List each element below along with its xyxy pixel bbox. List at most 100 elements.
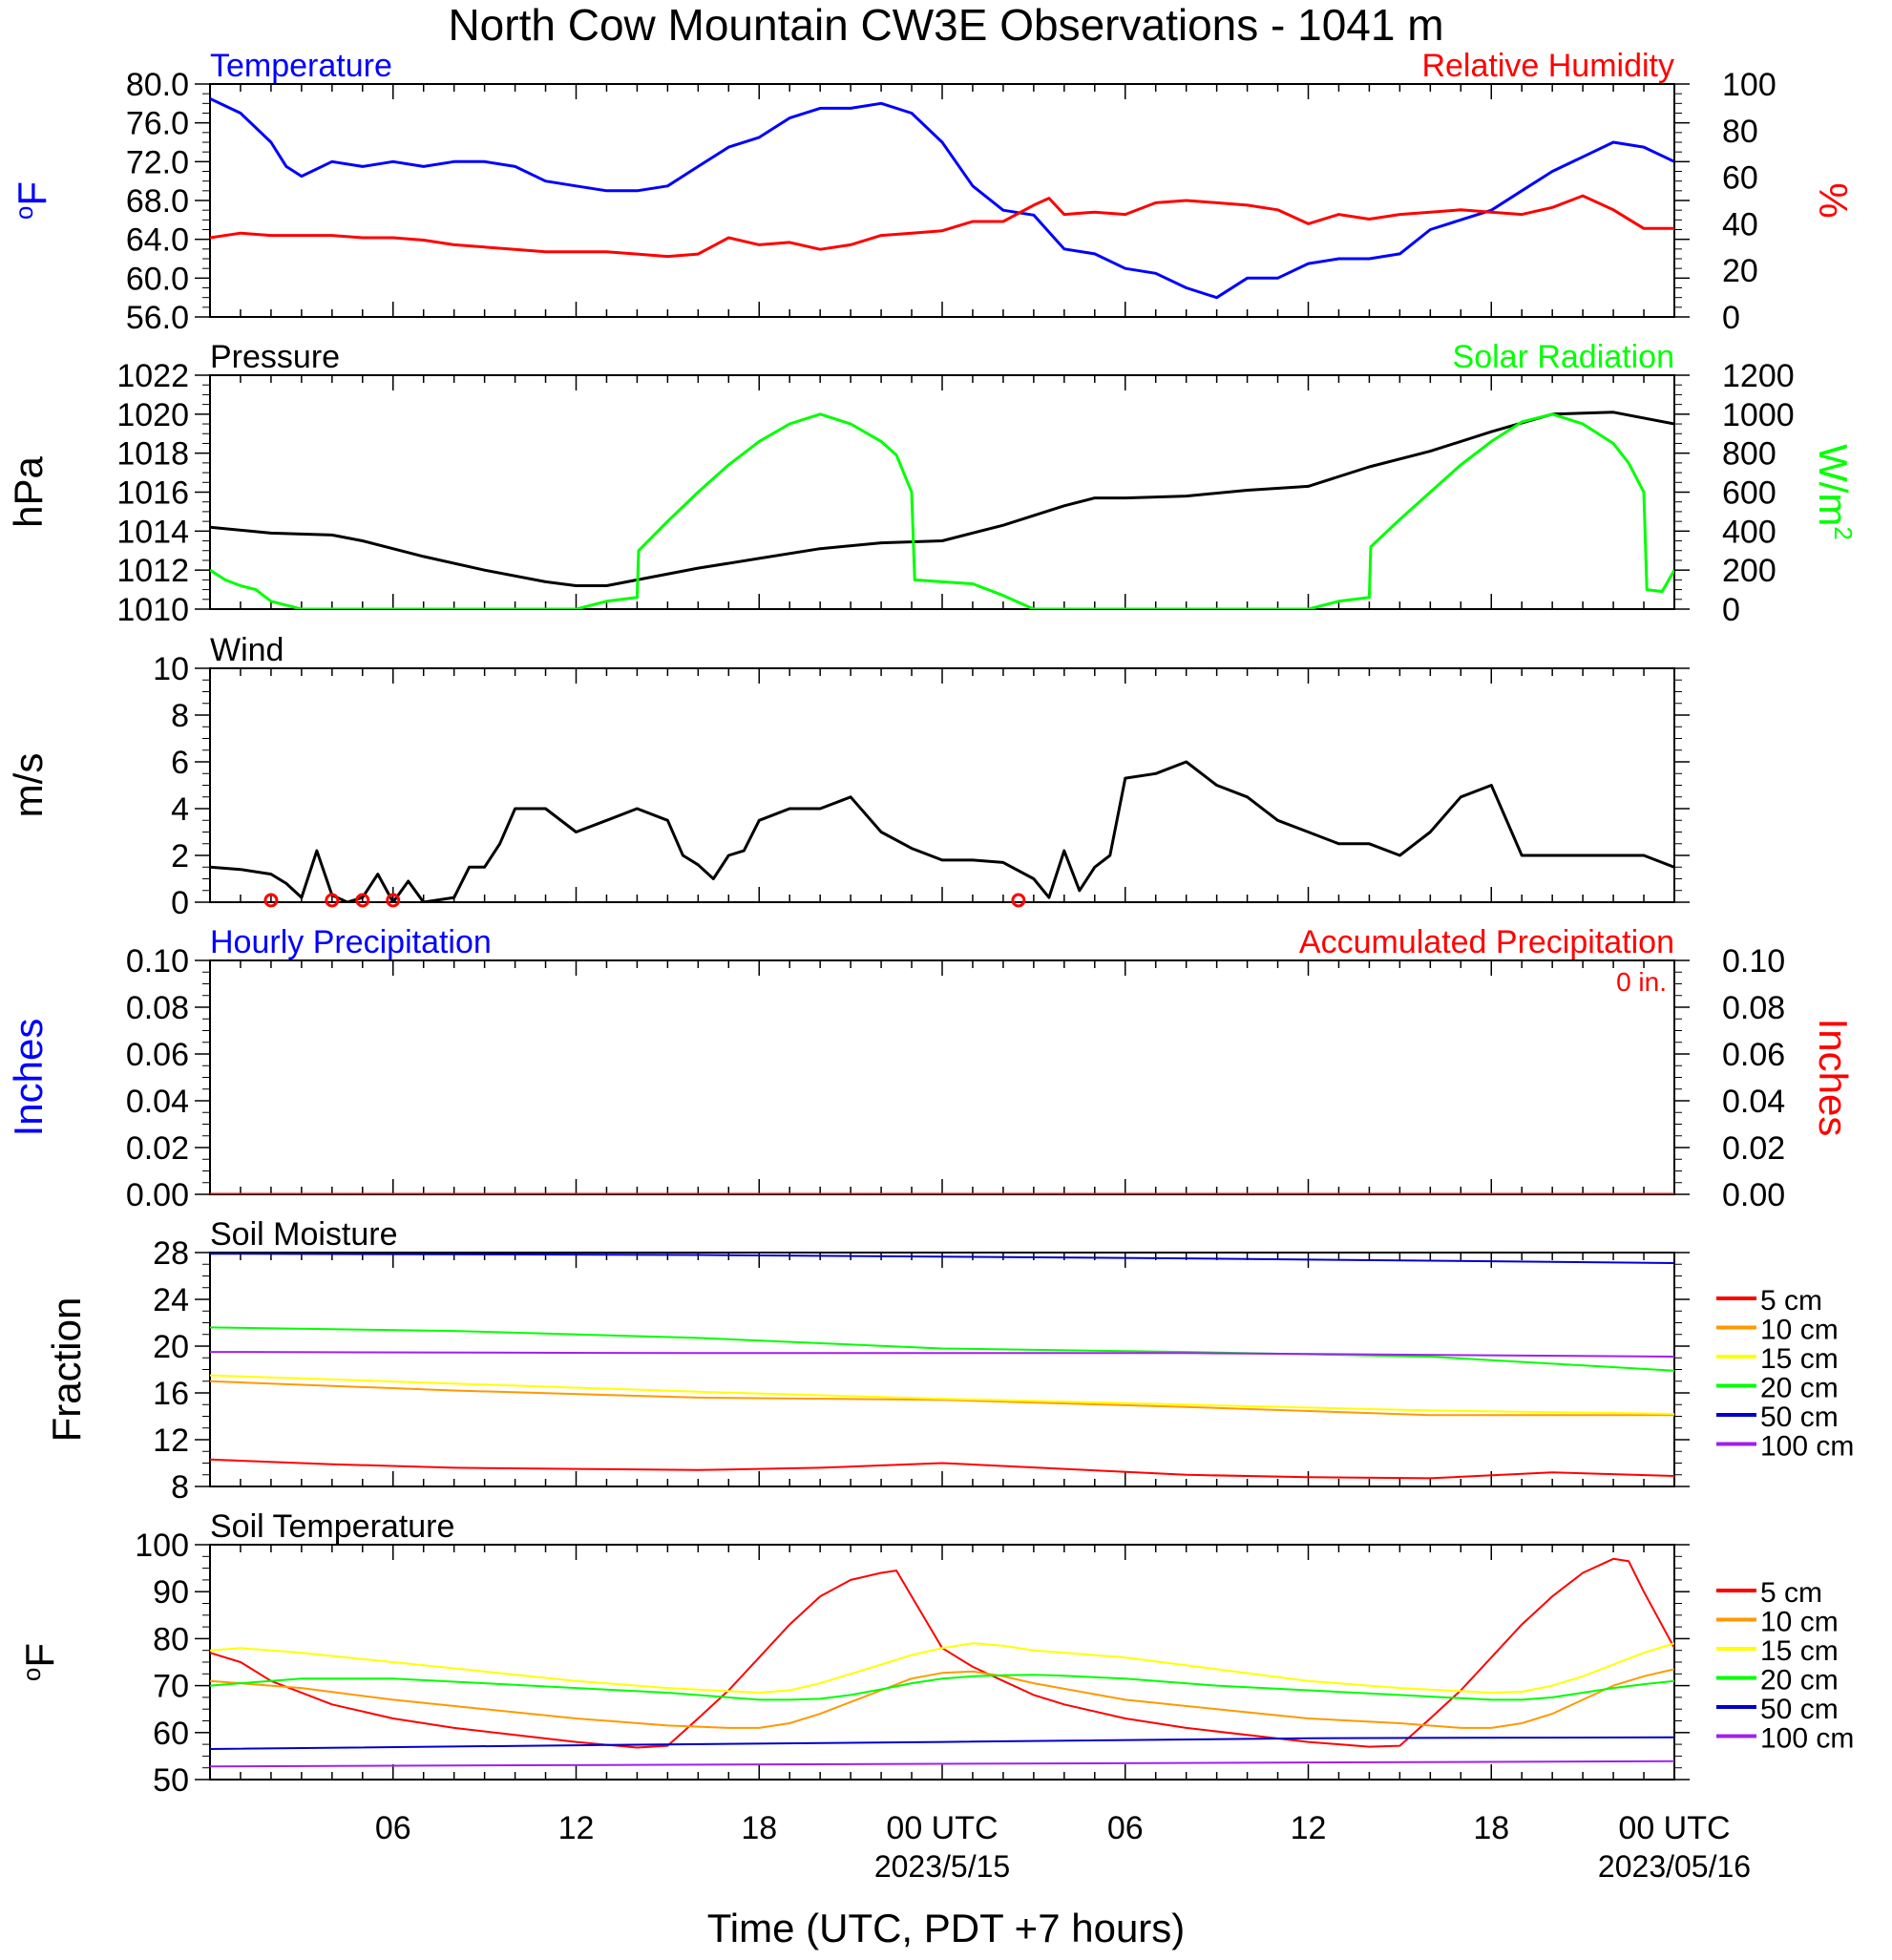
- y-tick-label-left: 50: [153, 1762, 189, 1799]
- y-tick-label-left: 1020: [116, 397, 189, 433]
- y-tick-label-left: 0.00: [126, 1177, 189, 1213]
- calm-wind-marker: [325, 893, 340, 908]
- legend-label: 100 cm: [1760, 1431, 1854, 1463]
- y-axis-label-left-unit: F: [17, 1643, 62, 1668]
- calm-wind-marker: [263, 893, 279, 908]
- panel-title-left: Soil Temperature: [210, 1508, 454, 1545]
- y-tick-label-right: 0.10: [1722, 943, 1785, 980]
- series-group: [210, 1557, 1674, 1768]
- series-group: [210, 1253, 1674, 1480]
- panel-wind: 10 8 6 4 2 0 Wind m/s: [6, 632, 1690, 921]
- y-tick-label-left: 60.0: [126, 261, 189, 297]
- legend-label: 5 cm: [1760, 1285, 1822, 1317]
- y-tick-label-right: 40: [1722, 206, 1758, 242]
- y-tick-label-left: 100: [135, 1528, 189, 1564]
- y-tick-label-right: 0.00: [1722, 1177, 1785, 1213]
- y-tick-label-left: 0.02: [126, 1130, 189, 1167]
- series-line-temp_rh-1: [210, 194, 1674, 259]
- calm-wind-marker: [1011, 893, 1026, 908]
- legend-label: 50 cm: [1760, 1694, 1839, 1725]
- y-axis-label-left: hPa: [6, 455, 51, 527]
- chart-title: North Cow Mountain CW3E Observations - 1…: [448, 0, 1443, 50]
- x-tick-label: 00 UTC: [1618, 1810, 1730, 1846]
- y-tick-label-left: 8: [171, 698, 189, 734]
- panel-precip: 0.10 0.08 0.06 0.04 0.02 0.00 0.10 0.08 0.06 0.04…: [6, 924, 1856, 1213]
- y-tick-label-right: 0.02: [1722, 1130, 1785, 1167]
- y-tick-label-left: 0.10: [126, 943, 189, 980]
- y-tick-label-left: 24: [153, 1282, 189, 1318]
- series-line-soil_moist-4: [210, 1253, 1674, 1264]
- legend-label: 100 cm: [1760, 1723, 1854, 1755]
- calm-wind-marker: [355, 893, 370, 908]
- y-tick-label-right: 0: [1722, 592, 1740, 628]
- y-tick-label-right: 200: [1722, 553, 1776, 589]
- series-group: [210, 96, 1674, 300]
- panel-temp_rh: 80.076.072.068.064.060.056.0 100 80 60 40 20 0…: [10, 48, 1856, 336]
- y-axis-label-right: Inches: [1811, 1019, 1856, 1137]
- y-tick-label-left: 72.0: [126, 144, 189, 180]
- y-tick-label-left: 4: [171, 791, 189, 828]
- panel-title-left: Temperature: [210, 48, 392, 84]
- y-tick-label-left: 1022: [116, 358, 189, 394]
- y-tick-label-left: 6: [171, 745, 189, 781]
- legend-label: 15 cm: [1760, 1343, 1839, 1375]
- y-tick-label-right: 0.08: [1722, 990, 1785, 1026]
- y-tick-label-right: 0: [1722, 300, 1740, 336]
- y-tick-label-left: 76.0: [126, 106, 189, 142]
- y-tick-label-right: 0.06: [1722, 1037, 1785, 1073]
- y-tick-label-left: 90: [153, 1574, 189, 1611]
- series-line-soil_temp-2: [210, 1642, 1674, 1694]
- y-tick-label-left: 60: [153, 1716, 189, 1752]
- legend-label: 50 cm: [1760, 1402, 1839, 1433]
- y-axis-label-right: %: [1811, 182, 1856, 218]
- y-tick-label-right: 600: [1722, 475, 1776, 512]
- y-axis-label-right-exp: 2: [1829, 526, 1858, 539]
- y-tick-label-right: 0.04: [1722, 1084, 1785, 1120]
- y-tick-label-right: 1000: [1722, 397, 1795, 433]
- legend-label: 15 cm: [1760, 1635, 1839, 1667]
- y-tick-label-left: 0: [171, 885, 189, 921]
- series-line-soil_temp-5: [210, 1760, 1674, 1768]
- y-tick-label-left: 56.0: [126, 300, 189, 336]
- y-axis-label-left: oF: [10, 181, 54, 220]
- x-tick-label: 12: [558, 1810, 595, 1846]
- y-axis-label-left-degree: o: [10, 206, 38, 220]
- y-axis-label-left: oF: [17, 1643, 62, 1681]
- legend-label: 20 cm: [1760, 1373, 1839, 1404]
- y-axis-label-right-base: W/m: [1811, 444, 1856, 526]
- panels-layer: 80.076.072.068.064.060.056.0100806040200…: [6, 48, 1858, 1799]
- series-line-pres_solar-0: [210, 411, 1674, 587]
- y-tick-label-left: 0.04: [126, 1084, 189, 1120]
- y-tick-label-left: 80: [153, 1621, 189, 1657]
- y-axis-label-left: Inches: [6, 1019, 51, 1137]
- legend-label: 5 cm: [1760, 1577, 1822, 1609]
- series-line-soil_moist-2: [210, 1374, 1674, 1415]
- y-tick-label-left: 64.0: [126, 222, 189, 259]
- y-tick-label-right: 800: [1722, 436, 1776, 473]
- y-tick-label-left: 1010: [116, 592, 189, 628]
- panel-title-right: Solar Radiation: [1453, 339, 1674, 375]
- panel-title-left: Hourly Precipitation: [210, 924, 492, 960]
- y-tick-label-left: 20: [153, 1329, 189, 1365]
- calm-wind-marker: [386, 893, 401, 908]
- y-tick-label-right: 80: [1722, 114, 1758, 150]
- series-group: [210, 760, 1674, 902]
- panel-title-right: Relative Humidity: [1421, 48, 1674, 84]
- y-tick-label-left: 80.0: [126, 67, 189, 103]
- y-tick-label-left: 0.06: [126, 1037, 189, 1073]
- x-tick-label: 18: [1473, 1810, 1509, 1846]
- y-tick-label-left: 16: [153, 1376, 189, 1412]
- x-tick-label: 18: [741, 1810, 777, 1846]
- x-tick-date-label: 2023/05/16: [1598, 1849, 1751, 1884]
- x-axis-label: Time (UTC, PDT +7 hours): [707, 1906, 1186, 1950]
- legend-label: 10 cm: [1760, 1315, 1839, 1346]
- series-line-wind-0: [210, 760, 1674, 902]
- x-tick-label: 00 UTC: [886, 1810, 998, 1846]
- y-tick-label-left: 70: [153, 1669, 189, 1705]
- y-tick-label-left: 0.08: [126, 990, 189, 1026]
